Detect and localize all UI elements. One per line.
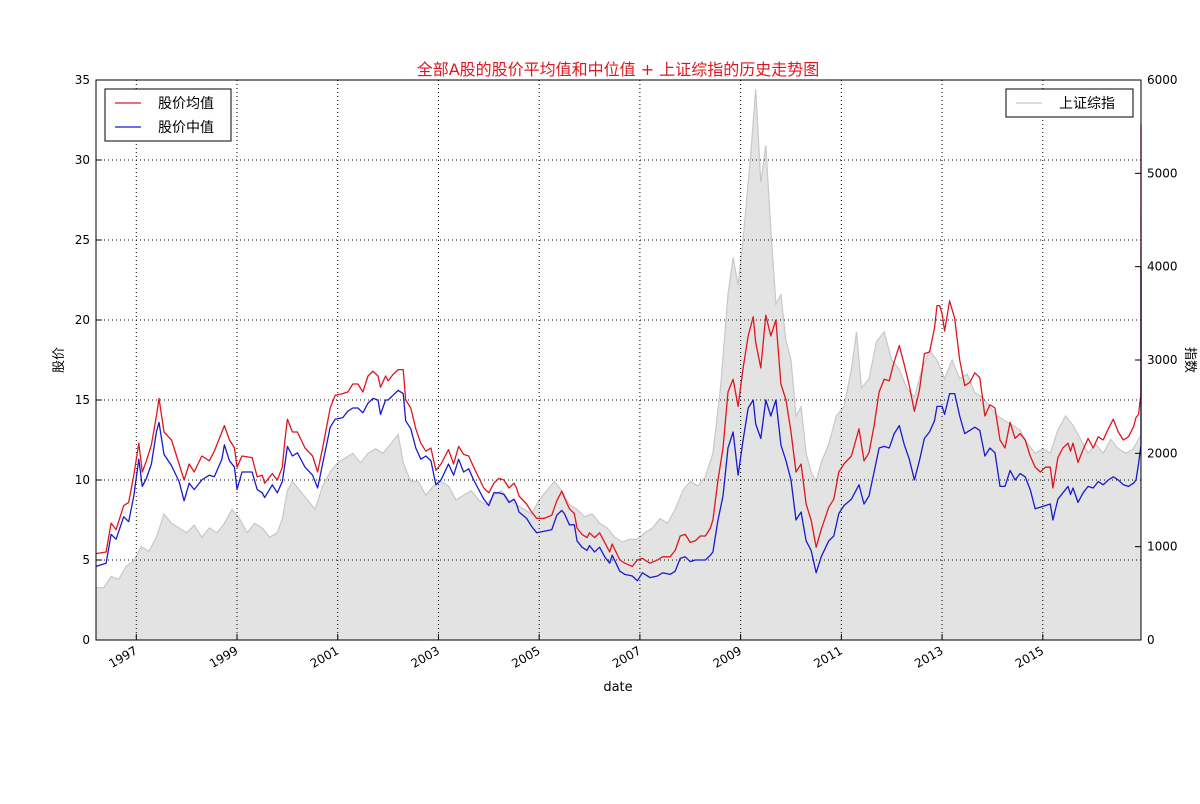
legend-label-index: 上证综指 [1059,96,1115,112]
y-right-tick-label: 0 [1147,633,1155,647]
series-lines-layer [95,124,1142,582]
y-left-tick-label: 35 [75,73,90,87]
y-left-tick-label: 10 [75,473,90,487]
y-left-tick-label: 15 [75,393,90,407]
y-axis-right-label: 指数 [1182,347,1197,373]
x-tick-label: 2001 [308,643,341,670]
legend-right: 上证综指 [1005,88,1134,118]
index-area [96,89,1141,641]
y-axis-left-label: 股价 [52,347,67,373]
y-right-tick-label: 5000 [1147,166,1178,180]
y-right-tick-label: 1000 [1147,540,1178,554]
legend-left-frame [104,88,232,142]
index-fill-layer [96,89,1142,641]
y-left-tick-label: 25 [75,233,90,247]
legend-left: 股价均值 股价中值 [104,88,232,142]
series-line-mean [95,124,1142,568]
x-axis-label: date [603,680,632,695]
series-line-median [95,266,1142,582]
y-right-tick-label: 6000 [1147,73,1178,87]
legend-label-mean: 股价均值 [158,96,214,112]
chart-title: 全部A股的股价平均值和中位值 + 上证综指的历史走势图 [417,60,820,79]
grid-layer [96,80,1141,640]
x-tick-label: 2005 [509,643,542,670]
x-tick-label: 1997 [106,643,139,670]
x-tick-label: 2007 [610,643,643,670]
y-left-tick-label: 30 [75,153,90,167]
x-tick-label: 1999 [207,643,240,670]
y-left-tick-label: 20 [75,313,90,327]
y-right-tick-label: 2000 [1147,446,1178,460]
legend-label-median: 股价中值 [158,120,214,136]
y-left-tick-label: 5 [82,553,90,567]
x-tick-label: 2003 [409,643,442,670]
y-right-tick-label: 4000 [1147,260,1178,274]
x-tick-label: 2015 [1013,643,1046,670]
y-left-tick-label: 0 [82,633,90,647]
x-tick-label: 2011 [811,643,844,670]
x-tick-label: 2013 [912,643,945,670]
index-line [96,89,1142,589]
x-tick-label: 2009 [711,643,744,670]
y-right-tick-label: 3000 [1147,353,1178,367]
